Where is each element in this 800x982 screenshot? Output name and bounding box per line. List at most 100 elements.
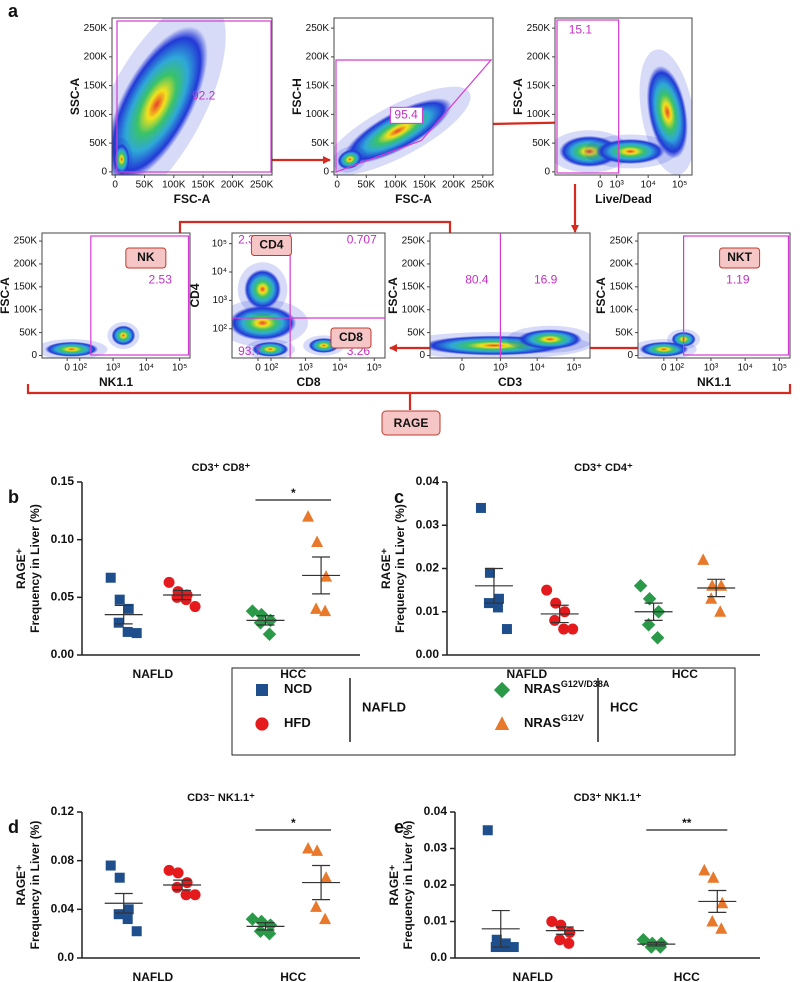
density-core	[639, 341, 689, 357]
y-tick-label: 0.00	[416, 647, 440, 661]
y-axis-label: Frequency in Liver (%)	[28, 504, 42, 633]
x-tick-label: 100K	[162, 180, 186, 191]
panel-letter: c	[394, 487, 404, 507]
point	[716, 896, 729, 909]
point	[189, 601, 201, 613]
plot-frame	[429, 232, 591, 359]
point	[113, 909, 124, 920]
x-tick-label: 10³	[106, 363, 121, 374]
y-tick-label: 200K	[306, 52, 330, 63]
plot-frame	[554, 17, 693, 176]
legend-name-sup: G12V	[561, 713, 584, 723]
x-category-label: NAFLD	[512, 970, 553, 982]
population-label: NK	[137, 250, 155, 264]
y-tick-label: 0.10	[51, 532, 75, 546]
y-axis-label: CD4	[188, 283, 202, 307]
point	[549, 614, 561, 626]
density-core	[113, 143, 130, 175]
x-tick-label: 10⁵	[772, 363, 787, 374]
point	[253, 615, 268, 630]
panel-letter: b	[8, 487, 19, 507]
point	[310, 602, 323, 614]
point	[706, 915, 719, 927]
density	[430, 233, 590, 358]
flow-plot: 80.4 16.9 0 50K 100K 150K 200K 250K 0 10³ 10⁴ 10⁵ CD…	[386, 232, 591, 389]
density	[334, 18, 493, 175]
point	[319, 604, 332, 617]
point	[482, 825, 493, 836]
gate-value: 0.707	[347, 233, 377, 247]
y-tick-label: 50K	[407, 327, 425, 338]
density-core	[44, 341, 99, 357]
y-tick-label: 0.05	[51, 590, 75, 604]
density-core	[596, 138, 665, 165]
y-tick-label: 0	[323, 167, 329, 178]
y-tick-label: 0	[419, 350, 425, 361]
significance-label: *	[291, 816, 296, 830]
plot-bg	[638, 233, 790, 358]
x-tick-label: 250K	[250, 180, 274, 191]
y-tick-label: 0.03	[416, 517, 440, 531]
population-box	[250, 235, 292, 256]
plot-frame	[111, 17, 273, 176]
point	[320, 871, 333, 883]
flow-plot: 92.2 0 50K 100K 150K 200K 250K 0 50K 100K 150K 200K…	[68, 17, 274, 206]
population-box	[125, 247, 167, 269]
y-tick-label: 150K	[14, 281, 38, 292]
point	[554, 934, 566, 946]
x-tick-label: 0	[255, 363, 261, 374]
density	[638, 233, 790, 358]
y-tick-label: 0	[31, 350, 37, 361]
panel-letter: e	[394, 817, 404, 837]
y-tick-label: 0.03	[424, 841, 448, 855]
significance-label: *	[291, 486, 296, 500]
x-tick-label: 10⁴	[737, 363, 752, 374]
legend-entry: NCD	[284, 681, 312, 696]
y-tick-label: 10⁵	[212, 238, 227, 249]
x-tick-label: 50K	[136, 180, 154, 191]
y-tick-label: 0.02	[424, 877, 448, 891]
y-axis-label: FSC-H	[290, 78, 304, 115]
density-core	[232, 305, 297, 341]
legend-group: NAFLD	[362, 699, 406, 714]
legend-entry: NRASG12V	[524, 713, 584, 730]
x-axis-label: CD3	[498, 375, 522, 389]
point	[715, 579, 728, 591]
chart-title: CD3⁺ CD4⁺	[574, 462, 633, 474]
x-tick-label: 10³	[493, 363, 508, 374]
y-tick-label: 0.15	[51, 474, 75, 488]
gate-value: 95.4	[394, 108, 418, 122]
plot-frame	[637, 232, 791, 359]
x-category-label: HCC	[674, 970, 700, 982]
legend-entry: HFD	[284, 715, 311, 730]
density-core	[251, 341, 289, 357]
x-tick-label: 10²	[670, 363, 685, 374]
x-tick-label: 10⁵	[367, 363, 382, 374]
point	[698, 863, 711, 876]
x-tick-label: 10⁴	[139, 363, 154, 374]
rage-bracket	[26, 384, 792, 395]
panel-letter: d	[8, 817, 19, 837]
legend-marker	[494, 716, 510, 730]
point	[262, 627, 277, 641]
y-axis-label: FSC-A	[511, 78, 525, 115]
x-category-label: NAFLD	[506, 667, 547, 681]
y-axis-label: RAGE⁺	[14, 864, 28, 905]
point	[254, 607, 269, 622]
point	[541, 584, 553, 596]
y-tick-label: 10³	[213, 295, 228, 306]
point	[705, 592, 718, 604]
point	[163, 864, 175, 876]
y-tick-label: 0.02	[416, 561, 440, 575]
x-tick-label: 0	[661, 363, 667, 374]
x-axis-label: CD8	[296, 375, 320, 389]
x-category-label: HCC	[672, 667, 698, 681]
point	[555, 919, 567, 931]
density-core	[111, 325, 136, 346]
y-tick-label: 200K	[610, 259, 634, 270]
density-core	[244, 269, 281, 310]
plot-frame	[41, 232, 191, 359]
x-axis-label: Live/Dead	[595, 192, 652, 206]
